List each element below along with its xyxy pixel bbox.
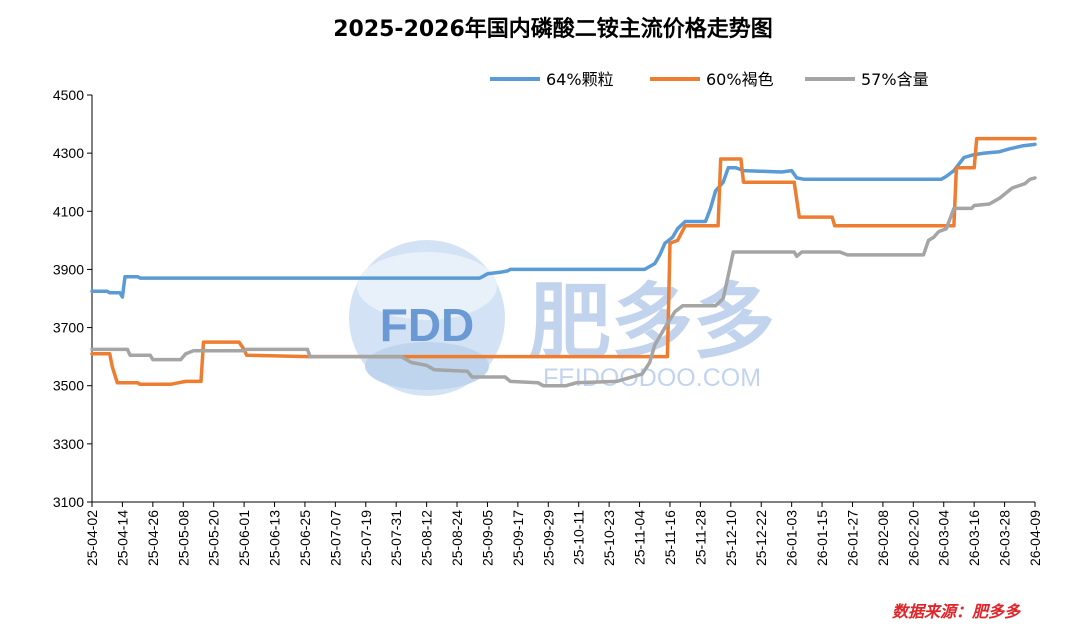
y-tick-label: 3900	[53, 261, 84, 277]
chart-legend: 64%颗粒 60%褐色 57%含量	[490, 70, 929, 89]
y-tick-label: 4100	[53, 203, 84, 219]
x-tick-label: 25-06-25	[297, 510, 313, 566]
legend-label-2: 57%含量	[861, 70, 929, 89]
x-tick-label: 25-08-12	[419, 510, 435, 566]
y-tick-label: 3700	[53, 320, 84, 336]
watermark-logo-text: FDD	[380, 299, 475, 351]
x-tick-label: 25-11-04	[632, 510, 648, 565]
x-tick-label: 26-02-20	[905, 510, 921, 566]
y-tick-label: 3300	[53, 436, 84, 452]
chart-axes: 3100 3300 3500 3700 3900 4100 4300 4500 25-04-02…	[53, 87, 1043, 566]
x-tick-label: 25-07-07	[327, 510, 343, 566]
x-tick-label: 25-07-31	[388, 510, 404, 566]
x-tick-label: 25-10-23	[601, 510, 617, 566]
x-tick-label: 25-08-24	[449, 510, 465, 566]
x-tick-label: 26-01-15	[814, 510, 830, 566]
x-tick-label: 25-11-28	[692, 510, 708, 565]
legend-label-1: 60%褐色	[706, 70, 774, 89]
x-tick-label: 26-04-09	[1027, 510, 1043, 566]
series-line-0	[90, 142, 1037, 299]
data-source-note: 数据来源：肥多多	[892, 602, 1022, 621]
x-tick-label: 25-06-01	[236, 510, 252, 566]
x-tick-label: 25-04-02	[84, 510, 100, 566]
y-tick-label: 4300	[53, 145, 84, 161]
fdd-watermark: FDD 肥多多 FEIDOODOO.COM	[349, 240, 775, 396]
legend-label-0: 64%颗粒	[546, 70, 614, 89]
x-tick-label: 25-04-26	[145, 510, 161, 566]
x-tick-label: 25-10-11	[571, 510, 587, 565]
x-tick-label: 26-02-08	[875, 510, 891, 566]
y-tick-label: 4500	[53, 87, 84, 103]
x-tick-label: 25-09-05	[479, 510, 495, 566]
x-tick-label: 26-03-04	[936, 510, 952, 566]
y-tick-label: 3100	[53, 494, 84, 510]
series-line-2	[90, 176, 1037, 388]
x-tick-label: 25-12-10	[723, 510, 739, 566]
series-line-1	[90, 136, 1037, 387]
watermark-url-text: FEIDOODOO.COM	[543, 364, 761, 392]
x-tick-label: 25-05-20	[206, 510, 222, 566]
x-tick-label: 25-09-29	[540, 510, 556, 566]
x-tick-label: 25-11-16	[662, 510, 678, 565]
x-tick-label: 25-05-08	[175, 510, 191, 566]
x-tick-label: 25-07-19	[358, 510, 374, 566]
x-tick-label: 25-06-13	[267, 510, 283, 566]
x-tick-label: 25-12-22	[753, 510, 769, 566]
x-tick-label: 25-04-14	[114, 510, 130, 566]
x-tick-label: 26-03-16	[966, 510, 982, 566]
x-tick-label: 26-01-03	[784, 510, 800, 566]
x-tick-label: 26-01-27	[844, 510, 860, 566]
x-tick-label: 26-03-28	[997, 510, 1013, 566]
chart-title: 2025-2026年国内磷酸二铵主流价格走势图	[333, 16, 773, 42]
chart-series	[90, 136, 1037, 388]
x-tick-label: 25-09-17	[510, 510, 526, 566]
y-tick-label: 3500	[53, 378, 84, 394]
